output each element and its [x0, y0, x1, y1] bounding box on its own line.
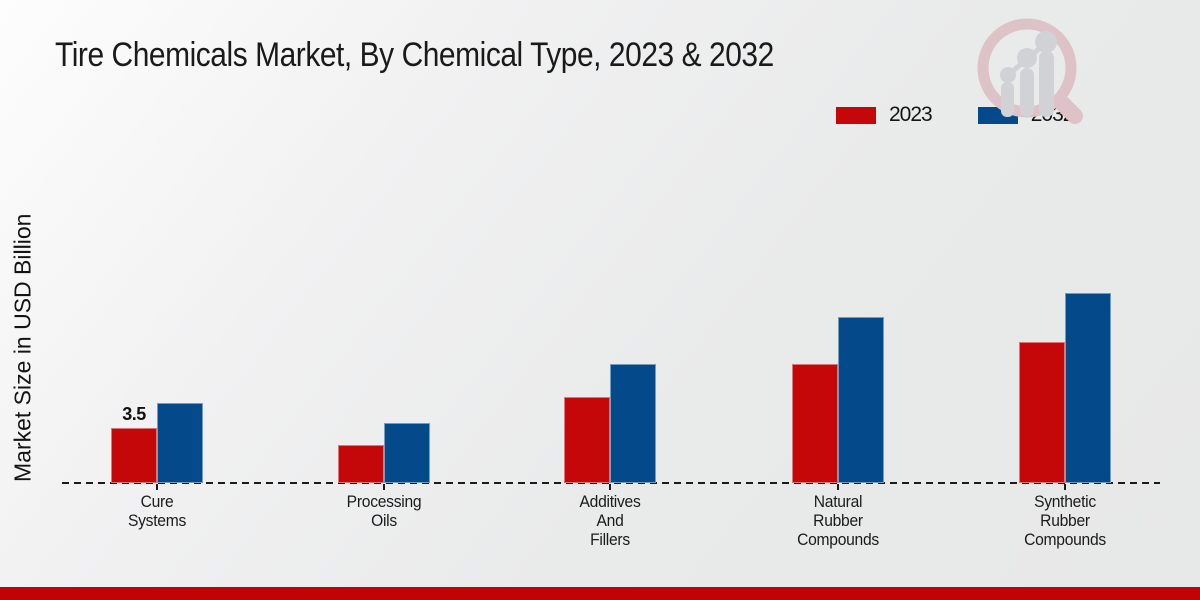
- bar-2032-2: [610, 364, 656, 483]
- axis-tick: [837, 484, 839, 490]
- bar-value-label: 3.5: [122, 404, 146, 424]
- footer-accent-bar: [0, 587, 1200, 600]
- legend-item-2023: 2023: [836, 103, 933, 127]
- legend-label: 2023: [889, 103, 933, 126]
- bar-2023-4: [1019, 342, 1065, 483]
- bar-2032-0: [157, 403, 203, 483]
- axis-tick: [1064, 484, 1066, 490]
- legend-swatch-icon: [836, 106, 876, 124]
- category-label: Additives And Fillers: [579, 492, 641, 549]
- category-label: Processing Oils: [346, 492, 422, 530]
- category-label: Cure Systems: [127, 492, 187, 530]
- axis-tick: [383, 484, 385, 490]
- axis-tick: [156, 484, 158, 490]
- category-label: Synthetic Rubber Compounds: [1024, 492, 1106, 549]
- x-axis-baseline: [62, 482, 1160, 484]
- bar-2032-4: [1065, 293, 1111, 483]
- bar-2023-0: [111, 428, 157, 483]
- bar-2032-3: [838, 317, 884, 483]
- bar-2023-2: [564, 397, 610, 483]
- bar-2023-3: [792, 364, 838, 483]
- y-axis-label: Market Size in USD Billion: [9, 213, 36, 483]
- page-title: Tire Chemicals Market, By Chemical Type,…: [55, 36, 774, 74]
- magnifier-growth-logo-icon: [977, 18, 1083, 124]
- bar-2023-1: [338, 445, 384, 483]
- category-label: Natural Rubber Compounds: [797, 492, 879, 549]
- axis-tick: [609, 484, 611, 490]
- bar-2032-1: [384, 423, 430, 483]
